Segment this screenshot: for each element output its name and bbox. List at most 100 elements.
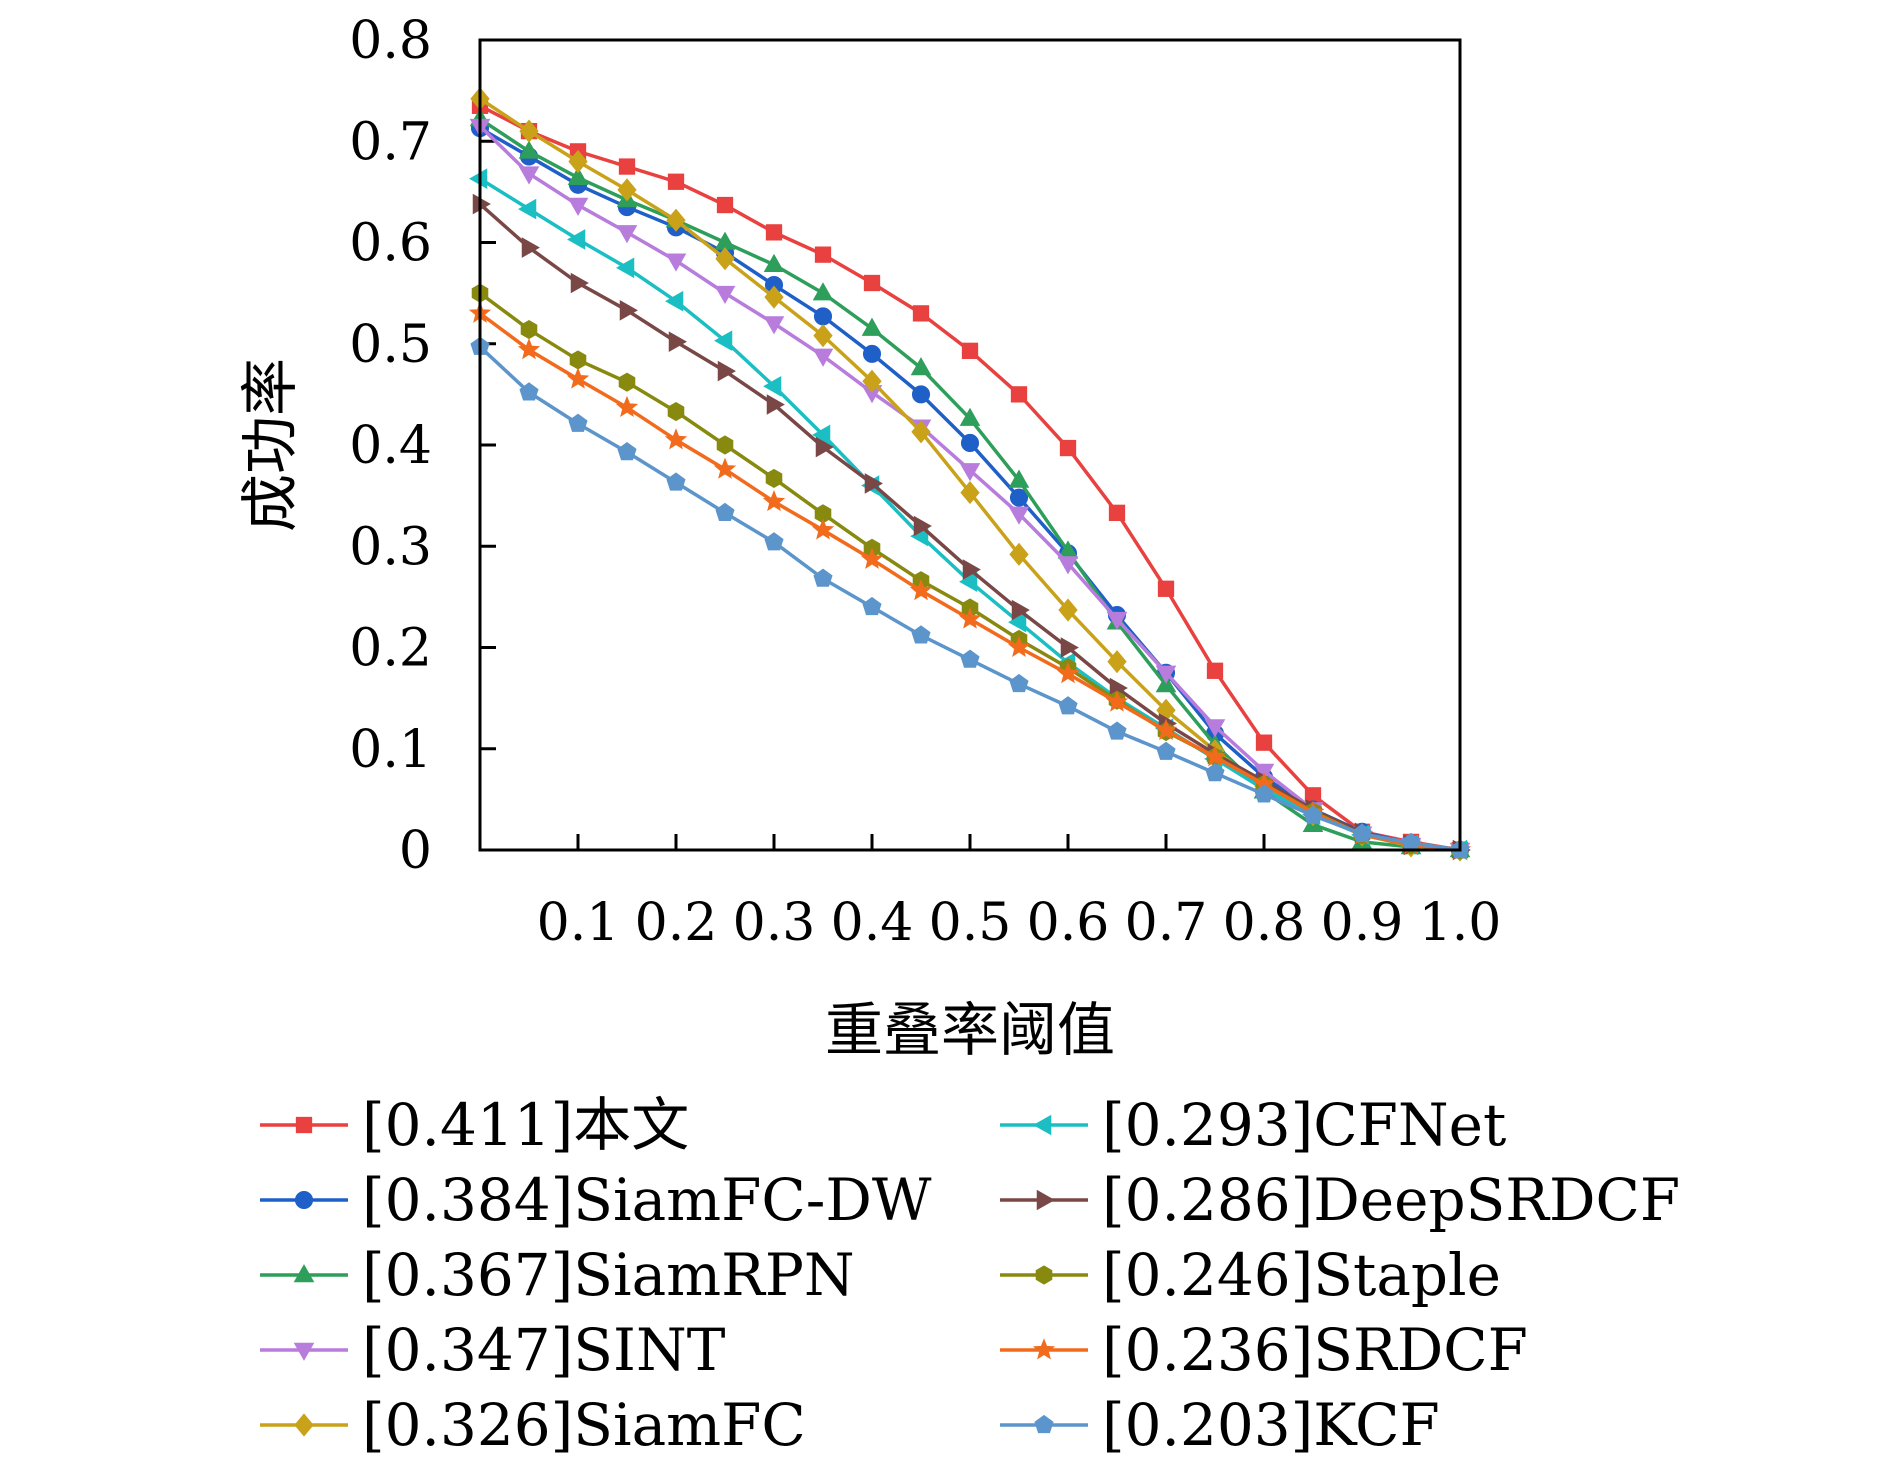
- data-point: [862, 596, 882, 616]
- x-tick-label: 0.2: [635, 893, 718, 953]
- y-tick-label: 0.3: [349, 517, 432, 577]
- data-point: [716, 435, 734, 455]
- data-point: [912, 305, 930, 322]
- y-tick-label: 0.8: [349, 11, 432, 71]
- data-point: [1009, 488, 1029, 507]
- series-9: [470, 336, 1470, 859]
- data-point: [814, 246, 832, 263]
- data-point: [1254, 784, 1274, 803]
- data-point: [764, 285, 784, 309]
- legend-swatch-marker: [294, 1413, 314, 1437]
- data-point: [1108, 504, 1126, 521]
- legend-item: [0.246]Staple: [1000, 1241, 1501, 1309]
- data-point: [911, 385, 931, 404]
- legend-swatch-marker: [1033, 1114, 1052, 1136]
- data-point: [910, 357, 932, 376]
- x-tick-label: 0.3: [733, 893, 816, 953]
- data-point: [664, 428, 688, 450]
- data-point: [813, 324, 833, 348]
- data-point: [714, 285, 736, 305]
- data-point: [1060, 637, 1079, 658]
- legend-label: [0.384]SiamFC-DW: [362, 1166, 932, 1234]
- data-point: [667, 173, 685, 190]
- legend-item: [0.326]SiamFC: [260, 1391, 806, 1459]
- legend-label: [0.236]SRDCF: [1102, 1316, 1528, 1384]
- data-point: [520, 319, 538, 340]
- x-tick-label: 0.4: [831, 893, 914, 953]
- series-line: [478, 202, 1461, 852]
- data-point: [1010, 386, 1028, 403]
- data-point: [665, 290, 684, 312]
- data-point: [713, 457, 737, 479]
- plot-frame: [478, 38, 1462, 852]
- legend-item: [0.384]SiamFC-DW: [260, 1166, 932, 1234]
- legend-item: [0.293]CFNet: [1000, 1091, 1506, 1159]
- data-point: [568, 413, 588, 432]
- data-point: [1105, 690, 1129, 712]
- data-point: [666, 472, 686, 491]
- legend-label: [0.246]Staple: [1102, 1241, 1501, 1309]
- data-point: [1057, 556, 1079, 575]
- data-point: [959, 571, 978, 592]
- data-point: [568, 149, 588, 174]
- data-point: [570, 272, 589, 294]
- data-point: [960, 433, 980, 453]
- data-point: [909, 579, 933, 601]
- data-point: [1205, 762, 1225, 782]
- data-point: [958, 607, 982, 629]
- data-point: [811, 518, 835, 540]
- data-point: [762, 489, 786, 512]
- data-point: [618, 372, 636, 392]
- data-point: [1009, 673, 1029, 693]
- data-point: [862, 344, 882, 363]
- legend-item: [0.286]DeepSRDCF: [1000, 1166, 1680, 1234]
- legend-swatch-marker: [293, 1342, 315, 1361]
- data-point: [1155, 665, 1177, 684]
- y-tick-label: 0.1: [349, 720, 432, 780]
- x-tick-label: 0.8: [1223, 893, 1306, 953]
- legend-swatch-marker: [1032, 1338, 1056, 1360]
- data-point: [517, 338, 541, 360]
- data-point: [763, 253, 785, 273]
- data-point: [567, 166, 589, 185]
- data-point: [1154, 718, 1178, 741]
- legend-item: [0.411]本文: [260, 1091, 689, 1159]
- data-point: [617, 442, 637, 461]
- data-point: [518, 198, 537, 220]
- data-point: [763, 316, 785, 335]
- data-point: [519, 382, 539, 401]
- data-point: [472, 193, 491, 215]
- data-point: [619, 300, 638, 321]
- legend-label: [0.326]SiamFC: [362, 1391, 806, 1459]
- data-point: [812, 348, 834, 367]
- data-point: [1352, 823, 1372, 842]
- legend-swatch-marker: [295, 1116, 313, 1134]
- data-point: [913, 515, 932, 537]
- data-point: [1058, 598, 1078, 622]
- x-tick-label: 0.7: [1125, 893, 1208, 953]
- data-point: [1107, 721, 1127, 740]
- data-point: [716, 196, 734, 214]
- series-3: [469, 118, 1471, 861]
- y-tick-label: 0.7: [349, 112, 432, 172]
- legend-swatch-marker: [293, 1264, 315, 1283]
- data-point: [815, 436, 834, 458]
- y-axis-label: 成功率: [236, 358, 304, 532]
- y-tick-label: 0: [399, 821, 432, 881]
- data-point: [616, 225, 638, 244]
- data-point: [616, 257, 635, 279]
- data-point: [960, 649, 980, 668]
- x-tick-label: 0.5: [929, 893, 1012, 953]
- legend-swatch-marker: [1035, 1265, 1053, 1285]
- data-point: [864, 473, 883, 494]
- x-tick-label: 0.9: [1321, 893, 1404, 953]
- legend-item: [0.347]SINT: [260, 1316, 726, 1384]
- legend-label: [0.203]KCF: [1102, 1391, 1440, 1459]
- data-point: [1008, 506, 1030, 525]
- x-axis-label: 重叠率阈值: [825, 996, 1115, 1064]
- y-tick-label: 0.2: [349, 619, 432, 679]
- data-point: [715, 247, 735, 271]
- data-point: [1059, 439, 1077, 457]
- data-point: [763, 375, 782, 397]
